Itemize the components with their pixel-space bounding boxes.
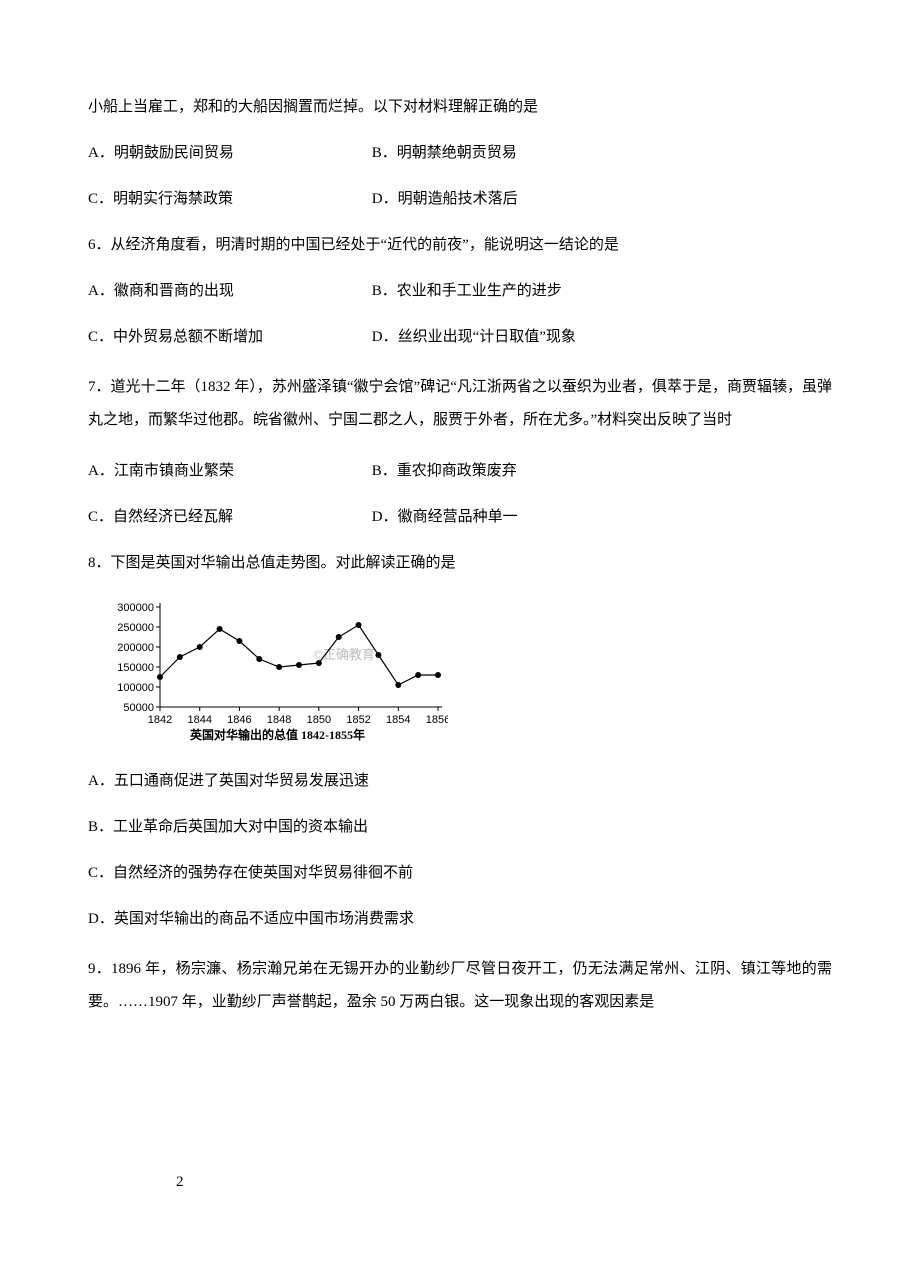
svg-text:1856: 1856 <box>426 714 448 726</box>
svg-text:1842: 1842 <box>148 714 172 726</box>
q8-stem: 8．下图是英国对华输出总值走势图。对此解读正确的是 <box>88 551 832 575</box>
q9-stem: 9．1896 年，杨宗濂、杨宗瀚兄弟在无锡开办的业勤纱厂尽管日夜开工，仍无法满足… <box>88 953 832 1019</box>
q7-option-d: D．徽商经营品种单一 <box>372 505 518 529</box>
q5-option-c: C．明朝实行海禁政策 <box>88 187 368 211</box>
q7-option-a: A．江南市镇商业繁荣 <box>88 459 368 483</box>
q7-option-c: C．自然经济已经瓦解 <box>88 505 368 529</box>
q5-option-a: A．明朝鼓励民间贸易 <box>88 141 368 165</box>
q8-option-a: A．五口通商促进了英国对华贸易发展迅速 <box>88 769 832 793</box>
q6-option-d: D．丝织业出现“计日取值”现象 <box>372 325 576 349</box>
svg-text:1846: 1846 <box>227 714 251 726</box>
q7-row1: A．江南市镇商业繁荣 B．重农抑商政策废弃 <box>88 459 832 483</box>
svg-text:1848: 1848 <box>267 714 291 726</box>
svg-text:英国对华输出的总值 1842-1855年: 英国对华输出的总值 1842-1855年 <box>190 727 365 742</box>
q5-option-b: B．明朝禁绝朝贡贸易 <box>372 141 517 165</box>
q5-fragment: 小船上当雇工，郑和的大船因搁置而烂掉。以下对材料理解正确的是 <box>88 95 832 119</box>
q8-option-b: B．工业革命后英国加大对中国的资本输出 <box>88 815 832 839</box>
svg-text:150000: 150000 <box>117 662 154 674</box>
svg-text:300000: 300000 <box>117 602 154 614</box>
q8-chart: 50000 100000 150000 200000 250000 300000 1842 1… <box>88 597 832 747</box>
svg-text:1844: 1844 <box>187 714 211 726</box>
svg-text:©正确教育: ©正确教育 <box>313 647 375 662</box>
q7-option-b: B．重农抑商政策废弃 <box>372 459 517 483</box>
page-number: 2 <box>176 1170 184 1194</box>
svg-text:200000: 200000 <box>117 642 154 654</box>
q5-option-d: D．明朝造船技术落后 <box>372 187 518 211</box>
svg-text:100000: 100000 <box>117 682 154 694</box>
svg-text:1854: 1854 <box>386 714 410 726</box>
svg-text:1850: 1850 <box>307 714 331 726</box>
q5-row1: A．明朝鼓励民间贸易 B．明朝禁绝朝贡贸易 <box>88 141 832 165</box>
q7-stem: 7．道光十二年（1832 年），苏州盛泽镇“徽宁会馆”碑记“凡江浙两省之以蚕织为… <box>88 371 832 437</box>
svg-text:1852: 1852 <box>346 714 370 726</box>
q6-row1: A．徽商和晋商的出现 B．农业和手工业生产的进步 <box>88 279 832 303</box>
q8-option-c: C．自然经济的强势存在使英国对华贸易徘徊不前 <box>88 861 832 885</box>
q6-option-b: B．农业和手工业生产的进步 <box>372 279 562 303</box>
q8-option-d: D．英国对华输出的商品不适应中国市场消费需求 <box>88 907 832 931</box>
q7-row2: C．自然经济已经瓦解 D．徽商经营品种单一 <box>88 505 832 529</box>
svg-text:50000: 50000 <box>123 702 154 714</box>
q6-row2: C．中外贸易总额不断增加 D．丝织业出现“计日取值”现象 <box>88 325 832 349</box>
q6-option-a: A．徽商和晋商的出现 <box>88 279 368 303</box>
svg-text:250000: 250000 <box>117 622 154 634</box>
q6-stem: 6．从经济角度看，明清时期的中国已经处于“近代的前夜”，能说明这一结论的是 <box>88 233 832 257</box>
q6-option-c: C．中外贸易总额不断增加 <box>88 325 368 349</box>
chart-svg: 50000 100000 150000 200000 250000 300000 1842 1… <box>88 597 448 747</box>
q5-row2: C．明朝实行海禁政策 D．明朝造船技术落后 <box>88 187 832 211</box>
